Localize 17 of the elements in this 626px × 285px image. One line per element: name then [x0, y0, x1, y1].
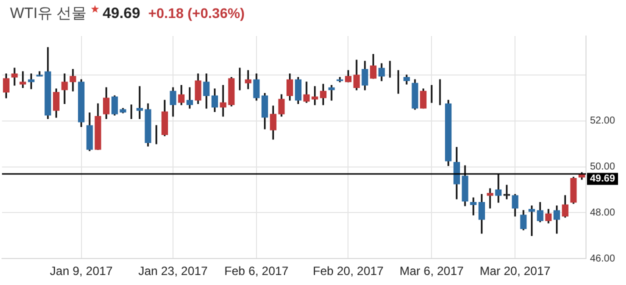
x-tick-label: Jan 9, 2017: [50, 264, 113, 278]
y-tick-label: 48.00: [590, 207, 616, 218]
y-tick-label: 50.00: [590, 162, 616, 173]
y-tick-label: 52.00: [590, 116, 616, 127]
x-tick-label: Jan 23, 2017: [138, 264, 208, 278]
text: +0.18 (+0.36%): [148, 5, 245, 21]
x-tick-label: Feb 6, 2017: [224, 264, 289, 278]
y-tick-label: 46.00: [590, 253, 616, 264]
chart-subtitle: 49.69: [102, 4, 140, 22]
candlestick: [11, 68, 18, 86]
chart-title: WTI유 선물: [10, 4, 87, 22]
candlestick: [486, 188, 494, 208]
ref-line-label: 49.69: [590, 174, 616, 185]
x-tick-label: Mar 6, 2017: [400, 264, 464, 278]
x-tick-label: Feb 20, 2017: [312, 264, 384, 278]
candlestick: [328, 85, 335, 101]
x-tick-label: Mar 20, 2017: [480, 264, 551, 278]
